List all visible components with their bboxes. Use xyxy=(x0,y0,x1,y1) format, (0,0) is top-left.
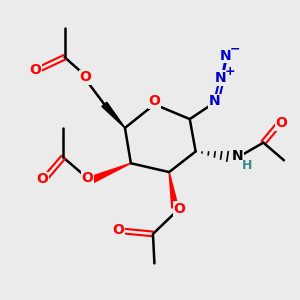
Polygon shape xyxy=(102,102,125,128)
Text: O: O xyxy=(276,116,288,130)
Text: N: N xyxy=(215,71,226,85)
Text: N: N xyxy=(219,49,231,63)
Text: −: − xyxy=(230,43,240,56)
Text: O: O xyxy=(112,223,124,236)
Text: H: H xyxy=(242,159,252,172)
Text: N: N xyxy=(232,149,243,163)
Polygon shape xyxy=(169,172,178,208)
Text: O: O xyxy=(173,202,185,216)
Text: O: O xyxy=(36,172,48,186)
Text: O: O xyxy=(79,70,91,84)
Text: +: + xyxy=(225,65,236,78)
Text: O: O xyxy=(148,94,160,108)
Text: N: N xyxy=(209,94,220,108)
Polygon shape xyxy=(91,163,131,182)
Text: O: O xyxy=(29,64,41,77)
Text: O: O xyxy=(81,171,93,185)
